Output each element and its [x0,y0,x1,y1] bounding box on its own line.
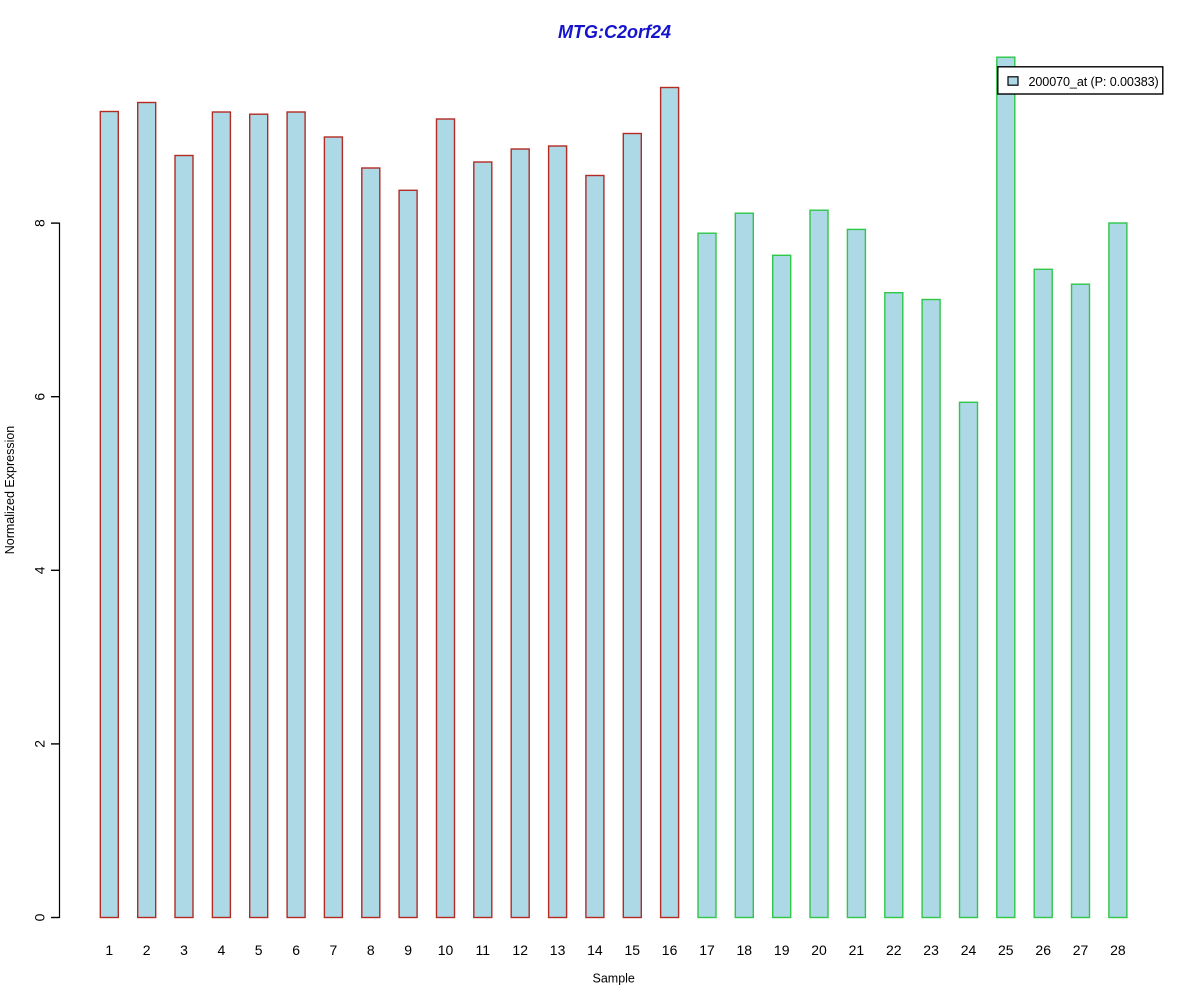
svg-text:15: 15 [625,942,641,958]
svg-text:4: 4 [218,942,226,958]
svg-text:28: 28 [1110,942,1126,958]
svg-text:25: 25 [998,942,1014,958]
svg-text:26: 26 [1035,942,1051,958]
svg-text:9: 9 [404,942,412,958]
svg-text:2: 2 [143,942,151,958]
svg-text:10: 10 [438,942,454,958]
svg-text:2: 2 [31,740,47,748]
svg-text:18: 18 [737,942,753,958]
svg-text:27: 27 [1073,942,1089,958]
svg-text:3: 3 [180,942,188,958]
svg-text:12: 12 [512,942,528,958]
svg-text:7: 7 [330,942,338,958]
svg-text:200070_at (P: 0.00383): 200070_at (P: 0.00383) [1029,75,1159,89]
svg-text:21: 21 [849,942,865,958]
svg-text:6: 6 [31,393,47,401]
svg-text:19: 19 [774,942,790,958]
svg-text:24: 24 [961,942,977,958]
svg-text:20: 20 [811,942,827,958]
svg-text:14: 14 [587,942,603,958]
svg-text:MTG:C2orf24: MTG:C2orf24 [558,22,671,42]
svg-text:0: 0 [31,913,47,921]
svg-text:6: 6 [292,942,300,958]
svg-text:11: 11 [476,942,491,958]
svg-text:Sample: Sample [593,972,635,986]
svg-text:16: 16 [662,942,678,958]
svg-text:22: 22 [886,942,902,958]
svg-text:23: 23 [923,942,939,958]
svg-text:13: 13 [550,942,566,958]
svg-text:8: 8 [367,942,375,958]
svg-text:17: 17 [699,942,715,958]
svg-text:8: 8 [31,219,47,227]
svg-text:Normalized Expression: Normalized Expression [3,426,17,555]
svg-text:4: 4 [31,566,47,574]
svg-text:5: 5 [255,942,263,958]
svg-text:1: 1 [105,942,113,958]
